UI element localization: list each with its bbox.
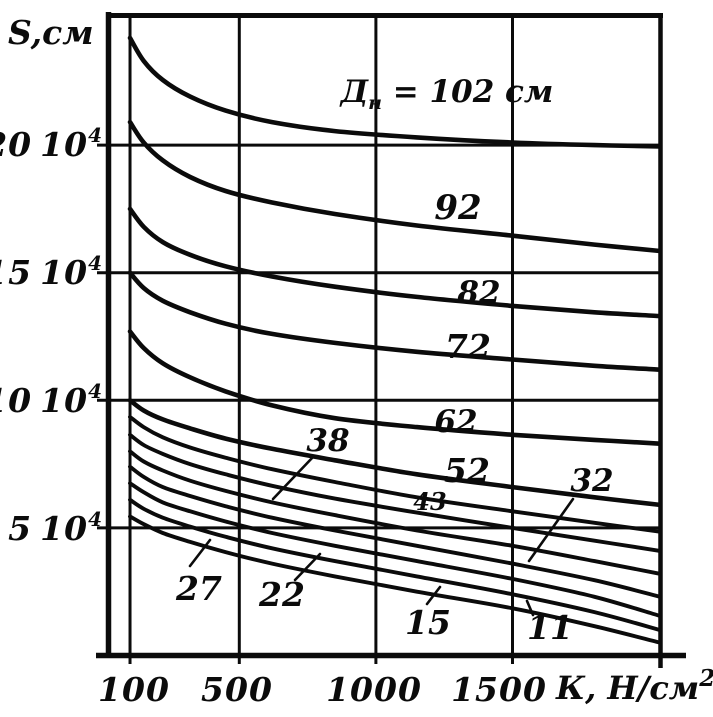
curve-label-dn-15: 15 bbox=[405, 603, 451, 642]
curve-dn-43 bbox=[128, 414, 662, 534]
curve-dn-32 bbox=[128, 449, 662, 576]
curves-group bbox=[127, 35, 663, 645]
curve-dn-15 bbox=[128, 497, 662, 632]
curve-label-dn-27: 27 bbox=[175, 569, 222, 608]
curve-dn-27 bbox=[128, 464, 662, 599]
curve-dn-92 bbox=[127, 119, 663, 254]
leader-line-dn-22 bbox=[293, 552, 322, 582]
curve-label-dn-82: 82 bbox=[456, 275, 500, 311]
y-tick-label-5e4: 5 104 bbox=[8, 507, 103, 548]
curve-dn-82 bbox=[127, 206, 663, 319]
curve-dn-52 bbox=[127, 398, 663, 508]
curve-label-dn-32: 32 bbox=[570, 463, 613, 499]
curve-dn-102 bbox=[127, 35, 663, 149]
x-tick-label-1500: 1500 bbox=[451, 670, 547, 709]
curve-dn-62 bbox=[127, 329, 663, 446]
gridlines-group bbox=[97, 15, 661, 664]
leader-line-dn-11 bbox=[525, 599, 535, 617]
leader-line-dn-15 bbox=[425, 585, 442, 606]
x-tick-label-500: 500 bbox=[201, 670, 273, 709]
x-tick-label-100: 100 bbox=[98, 670, 170, 709]
curve-label-dn-11: 11 bbox=[527, 608, 573, 647]
x-axis-title: К, Н/см2 bbox=[555, 665, 713, 707]
leader-line-dn-27 bbox=[188, 538, 212, 568]
curve-label-dn-22: 22 bbox=[258, 575, 305, 614]
curve-label-dn-38: 38 bbox=[306, 423, 349, 459]
curve-label-dn-43: 43 bbox=[413, 487, 446, 516]
y-tick-label-10e4: 10104 bbox=[0, 379, 103, 420]
x-tick-label-1000: 1000 bbox=[326, 670, 422, 709]
curve-label-dn-62: 62 bbox=[434, 404, 477, 440]
curve-label-dn-102: Дн = 102 см bbox=[339, 74, 554, 114]
y-tick-label-15e4: 15104 bbox=[0, 251, 103, 292]
curve-dn-22 bbox=[128, 481, 662, 618]
x-axis-title-main: К, Н/см bbox=[555, 669, 699, 707]
curve-label-dn-92: 92 bbox=[434, 188, 481, 228]
curve-label-dn-52: 52 bbox=[444, 451, 490, 490]
curve-label-dn-72: 72 bbox=[445, 327, 491, 366]
leader-line-dn-32 bbox=[527, 497, 575, 563]
curve-dn-11 bbox=[128, 514, 662, 645]
y-tick-label-20e4: 20104 bbox=[0, 123, 103, 164]
curve-dn-72 bbox=[127, 270, 663, 372]
y-axis-title: S,см bbox=[8, 13, 94, 52]
leader-line-dn-38 bbox=[271, 455, 315, 501]
x-axis-title-exponent: 2 bbox=[698, 665, 713, 692]
